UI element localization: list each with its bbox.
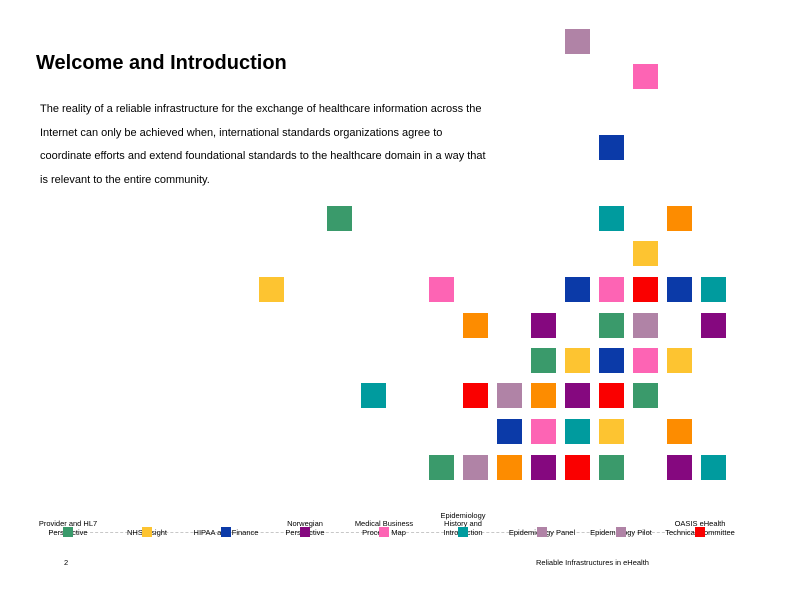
decorative-square bbox=[667, 419, 692, 444]
decorative-square bbox=[565, 29, 590, 54]
decorative-square bbox=[633, 277, 658, 302]
timeline-item[interactable]: Norwegian Perspective bbox=[270, 498, 340, 542]
decorative-square bbox=[463, 313, 488, 338]
decorative-square bbox=[531, 455, 556, 480]
decorative-square bbox=[667, 348, 692, 373]
intro-line: Internet can only be achieved when, inte… bbox=[40, 126, 443, 139]
page-number: 2 bbox=[64, 558, 69, 567]
intro-line: is relevant to the entire community. bbox=[40, 173, 210, 186]
timeline-marker bbox=[695, 527, 705, 537]
timeline-marker bbox=[221, 527, 231, 537]
timeline-marker bbox=[458, 527, 468, 537]
decorative-square bbox=[633, 348, 658, 373]
timeline-item[interactable]: Epidemiology Pilot bbox=[586, 498, 656, 542]
timeline-item[interactable]: OASIS eHealth Technical Committee bbox=[665, 498, 735, 542]
decorative-square bbox=[497, 419, 522, 444]
timeline-item[interactable]: Epidemiology Panel bbox=[507, 498, 577, 542]
decorative-square bbox=[599, 277, 624, 302]
decorative-square bbox=[565, 348, 590, 373]
intro-paragraph: The reality of a reliable infrastructure… bbox=[40, 98, 540, 192]
timeline-item[interactable]: NHS Insight bbox=[112, 498, 182, 542]
decorative-square bbox=[531, 383, 556, 408]
decorative-square bbox=[463, 455, 488, 480]
decorative-square bbox=[599, 383, 624, 408]
timeline-marker bbox=[142, 527, 152, 537]
decorative-square bbox=[259, 277, 284, 302]
decorative-square bbox=[633, 241, 658, 266]
slide-title: Welcome and Introduction bbox=[36, 52, 287, 74]
decorative-square bbox=[531, 348, 556, 373]
decorative-square bbox=[633, 383, 658, 408]
decorative-square bbox=[531, 419, 556, 444]
timeline-item[interactable]: HIPAA and Finance bbox=[191, 498, 261, 542]
footer-text: Reliable Infrastructures in eHealth bbox=[536, 558, 649, 567]
timeline-marker bbox=[379, 527, 389, 537]
decorative-square bbox=[429, 455, 454, 480]
decorative-square bbox=[599, 348, 624, 373]
timeline-marker bbox=[300, 527, 310, 537]
timeline-item[interactable]: Provider and HL7 Perspective bbox=[33, 498, 103, 542]
decorative-square bbox=[565, 277, 590, 302]
decorative-square bbox=[497, 455, 522, 480]
decorative-square bbox=[667, 206, 692, 231]
timeline-marker bbox=[537, 527, 547, 537]
intro-line: The reality of a reliable infrastructure… bbox=[40, 103, 482, 115]
timeline-item[interactable]: Epidemiology History and Introduction bbox=[428, 498, 498, 542]
intro-line: coordinate efforts and extend foundation… bbox=[40, 150, 486, 162]
decorative-square bbox=[565, 419, 590, 444]
decorative-square bbox=[599, 419, 624, 444]
decorative-square bbox=[599, 313, 624, 338]
timeline-marker bbox=[63, 527, 73, 537]
decorative-square bbox=[531, 313, 556, 338]
decorative-square bbox=[565, 383, 590, 408]
decorative-square bbox=[463, 383, 488, 408]
decorative-square bbox=[701, 455, 726, 480]
decorative-square bbox=[497, 383, 522, 408]
decorative-square bbox=[599, 206, 624, 231]
decorative-square bbox=[633, 64, 658, 89]
decorative-square bbox=[667, 277, 692, 302]
decorative-square bbox=[701, 277, 726, 302]
decorative-square bbox=[361, 383, 386, 408]
decorative-square bbox=[429, 277, 454, 302]
decorative-square bbox=[667, 455, 692, 480]
timeline-item[interactable]: Medical Business Process Map bbox=[349, 498, 419, 542]
decorative-square bbox=[599, 135, 624, 160]
decorative-square bbox=[565, 455, 590, 480]
decorative-square bbox=[599, 455, 624, 480]
timeline-marker bbox=[616, 527, 626, 537]
decorative-square bbox=[701, 313, 726, 338]
decorative-square bbox=[633, 313, 658, 338]
decorative-square bbox=[327, 206, 352, 231]
